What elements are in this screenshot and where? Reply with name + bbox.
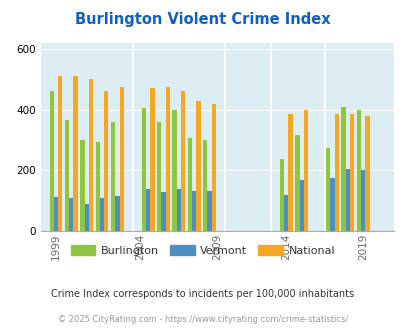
- Bar: [54, 197, 58, 231]
- Bar: [187, 139, 192, 231]
- Bar: [161, 192, 165, 231]
- Bar: [299, 180, 303, 231]
- Bar: [356, 110, 360, 231]
- Bar: [145, 189, 150, 231]
- Bar: [349, 115, 353, 231]
- Bar: [176, 189, 181, 231]
- Bar: [284, 195, 288, 231]
- Text: © 2025 CityRating.com - https://www.cityrating.com/crime-statistics/: © 2025 CityRating.com - https://www.city…: [58, 315, 347, 324]
- Bar: [192, 191, 196, 231]
- Bar: [325, 148, 329, 231]
- Text: Burlington Violent Crime Index: Burlington Violent Crime Index: [75, 12, 330, 26]
- Bar: [345, 169, 349, 231]
- Bar: [157, 122, 161, 231]
- Bar: [196, 101, 200, 231]
- Bar: [303, 110, 307, 231]
- Bar: [279, 159, 283, 231]
- Bar: [58, 76, 62, 231]
- Bar: [329, 178, 334, 231]
- Bar: [211, 104, 215, 231]
- Bar: [89, 79, 93, 231]
- Bar: [65, 120, 69, 231]
- Bar: [104, 91, 108, 231]
- Bar: [100, 198, 104, 231]
- Bar: [360, 170, 364, 231]
- Bar: [84, 204, 89, 231]
- Bar: [341, 107, 345, 231]
- Bar: [69, 198, 73, 231]
- Text: Crime Index corresponds to incidents per 100,000 inhabitants: Crime Index corresponds to incidents per…: [51, 289, 354, 299]
- Bar: [73, 76, 78, 231]
- Bar: [141, 109, 145, 231]
- Bar: [115, 196, 119, 231]
- Bar: [95, 142, 100, 231]
- Bar: [207, 191, 211, 231]
- Bar: [288, 114, 292, 231]
- Bar: [150, 88, 154, 231]
- Bar: [165, 87, 169, 231]
- Bar: [294, 135, 299, 231]
- Bar: [80, 140, 84, 231]
- Legend: Burlington, Vermont, National: Burlington, Vermont, National: [66, 240, 339, 260]
- Bar: [181, 91, 185, 231]
- Bar: [202, 140, 207, 231]
- Bar: [334, 114, 338, 231]
- Bar: [364, 116, 369, 231]
- Bar: [172, 110, 176, 231]
- Bar: [49, 91, 54, 231]
- Bar: [111, 122, 115, 231]
- Bar: [119, 87, 124, 231]
